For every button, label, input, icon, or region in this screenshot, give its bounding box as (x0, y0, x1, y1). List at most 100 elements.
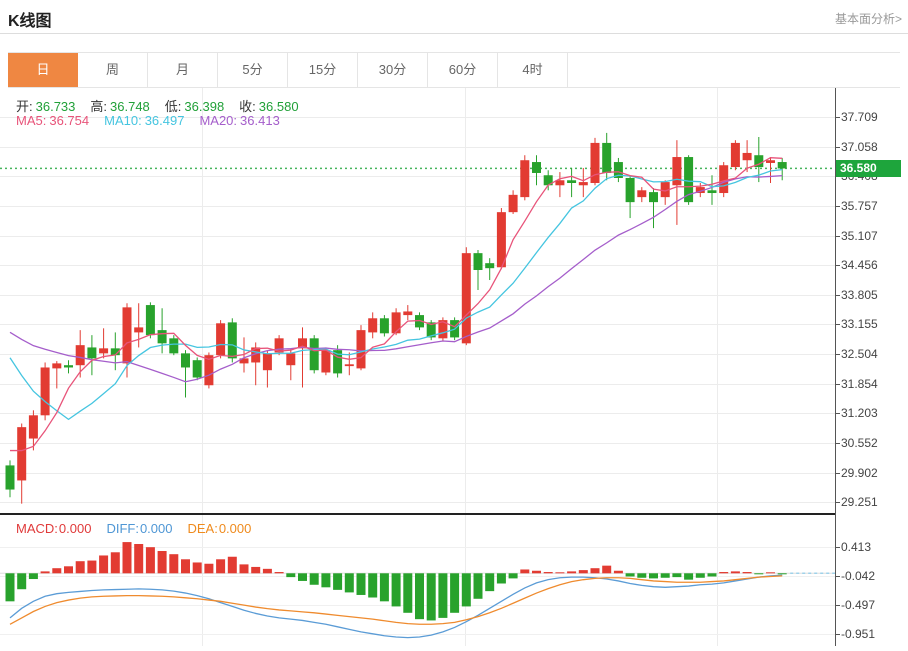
readout-item: MA20: 36.413 (199, 113, 280, 128)
candle-body (578, 182, 588, 186)
tab-5分[interactable]: 5分 (218, 53, 288, 87)
macd-bar (543, 572, 553, 574)
macd-bar (75, 561, 85, 574)
candle-body (298, 338, 307, 349)
macd-bar (742, 572, 752, 574)
macd-bar (730, 571, 740, 574)
diff-line (9, 574, 783, 639)
candle-body (122, 307, 132, 364)
candle-body (754, 155, 764, 168)
candle-body (251, 347, 261, 363)
price-tick-label: 31.203 (841, 406, 878, 421)
candle-body (766, 160, 775, 163)
price-tick-label: 37.709 (841, 110, 878, 124)
macd-bar (298, 573, 307, 581)
macd-bar (379, 573, 389, 602)
ma20-line (9, 174, 783, 383)
macd-bar (239, 564, 249, 574)
price-tick-label: 29.251 (841, 495, 878, 510)
macd-bar (356, 573, 366, 595)
candle-body (473, 253, 483, 271)
price-tick-label: 30.552 (841, 436, 878, 450)
candle-body (567, 180, 577, 184)
candle-body (204, 355, 214, 386)
macd-bar (204, 563, 214, 574)
candle-body (134, 327, 144, 333)
candle-body (485, 263, 495, 269)
macd-bar (309, 573, 319, 585)
readout-item: DEA:0.000 (187, 521, 252, 536)
candle-body (649, 192, 658, 203)
candle-body (379, 318, 389, 334)
tab-4时[interactable]: 4时 (498, 53, 568, 87)
readout-item: 开: 36.733 (16, 99, 76, 114)
macd-bar (426, 573, 436, 621)
candle-body (40, 367, 50, 416)
macd-bar (134, 543, 144, 574)
macd-bar (613, 570, 623, 574)
macd-bar (251, 566, 261, 574)
macd-bar (368, 573, 378, 598)
macd-bar (64, 566, 73, 574)
macd-bar (532, 570, 541, 574)
candle-body (356, 330, 366, 369)
macd-bar (344, 573, 354, 593)
candle-body (520, 160, 530, 198)
candle-body (17, 427, 27, 481)
ma5-line (10, 157, 783, 452)
macd-bar (40, 571, 50, 574)
candle-body (403, 311, 413, 316)
candle-body (239, 358, 249, 364)
macd-bar (754, 573, 764, 575)
candle-body (602, 142, 612, 173)
page-title: K线图 (8, 13, 52, 30)
macd-readout-row: MACD:0.000 DIFF:0.000 DEA:0.000 (16, 521, 266, 536)
macd-bar (321, 573, 331, 588)
macd-bar (567, 571, 577, 574)
tab-月[interactable]: 月 (148, 53, 218, 87)
candle-body (508, 194, 518, 213)
macd-bar (590, 568, 600, 574)
candle-body (274, 338, 284, 353)
macd-bar (450, 573, 460, 613)
macd-bar (415, 573, 424, 620)
candle-body (426, 322, 436, 338)
candle-body (227, 322, 237, 359)
tab-60分[interactable]: 60分 (428, 53, 498, 87)
macd-bar (461, 573, 471, 607)
readout-item: DIFF:0.000 (106, 521, 173, 536)
macd-bar (87, 560, 97, 574)
macd-bar (473, 573, 483, 599)
candle-body (344, 364, 354, 367)
tab-15分[interactable]: 15分 (288, 53, 358, 87)
candle-body (742, 152, 752, 161)
candle-body (695, 187, 705, 194)
candle-body (438, 320, 448, 339)
macd-bar (28, 573, 38, 580)
candle-body (625, 177, 635, 203)
candle-body (145, 305, 155, 336)
price-tick-label: 37.058 (841, 139, 878, 154)
tab-周[interactable]: 周 (78, 53, 148, 87)
candle-body (496, 212, 506, 268)
macd-bar (719, 572, 729, 574)
macd-bar (110, 552, 120, 574)
title-divider (0, 33, 908, 34)
tab-30分[interactable]: 30分 (358, 53, 428, 87)
tab-日[interactable]: 日 (8, 53, 78, 87)
readout-item: 高: 36.748 (90, 99, 150, 114)
candle-body (730, 142, 740, 168)
candle-body (192, 360, 202, 378)
candle-body (157, 330, 167, 344)
candle-body (777, 162, 787, 169)
macd-bar (555, 572, 565, 574)
candle-body (613, 162, 623, 178)
macd-bar (777, 573, 787, 575)
macd-bar (403, 573, 413, 613)
candle-body (216, 323, 226, 356)
fundamental-analysis-link[interactable]: 基本面分析> (834, 12, 902, 26)
price-tick-label: 31.854 (841, 376, 878, 391)
candle-body (532, 162, 541, 173)
